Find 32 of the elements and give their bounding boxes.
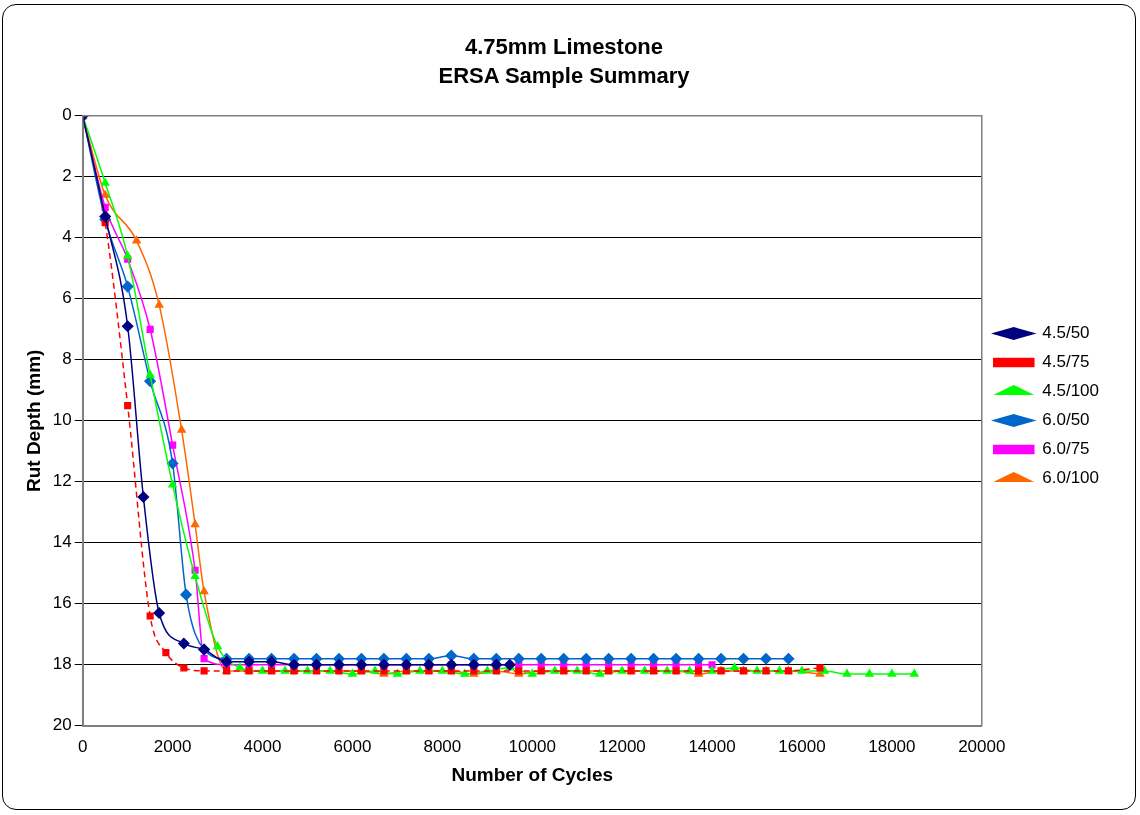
legend-label: 6.0/75	[1042, 439, 1090, 459]
y-tick-label: 18	[52, 654, 72, 674]
y-tick-label: 20	[52, 715, 72, 735]
x-axis-title: Number of Cycles	[451, 763, 614, 785]
x-tick-label: 16000	[778, 736, 826, 756]
x-tick-label: 0	[77, 736, 88, 756]
x-tick-label: 10000	[508, 736, 556, 756]
legend-label: 4.5/50	[1042, 323, 1090, 343]
y-tick-label: 2	[62, 166, 72, 186]
legend-label: 4.5/100	[1042, 381, 1100, 401]
x-tick-label: 6000	[333, 736, 372, 756]
y-tick-label: 12	[52, 471, 72, 491]
x-tick-label: 2000	[153, 736, 192, 756]
x-tick-label: 12000	[598, 736, 646, 756]
x-tick-label: 14000	[688, 736, 736, 756]
y-tick-label: 14	[52, 532, 72, 552]
chart-title: 4.75mm Limestone	[464, 34, 664, 60]
y-axis-title: Rut Depth (mm)	[22, 349, 44, 493]
x-tick-label: 18000	[868, 736, 916, 756]
chart-subtitle: ERSA Sample Summary	[438, 62, 691, 88]
y-tick-label: 4	[62, 227, 72, 247]
legend-label: 4.5/75	[1042, 352, 1090, 372]
y-tick-label: 16	[52, 593, 72, 613]
legend-label: 6.0/50	[1042, 410, 1090, 430]
legend-label: 6.0/100	[1042, 468, 1100, 488]
x-tick-label: 4000	[243, 736, 282, 756]
y-tick-label: 10	[52, 410, 72, 430]
y-tick-label: 6	[62, 288, 72, 308]
y-tick-label: 0	[62, 105, 72, 125]
y-tick-label: 8	[62, 349, 72, 369]
x-tick-label: 8000	[423, 736, 462, 756]
x-tick-label: 20000	[958, 736, 1006, 756]
